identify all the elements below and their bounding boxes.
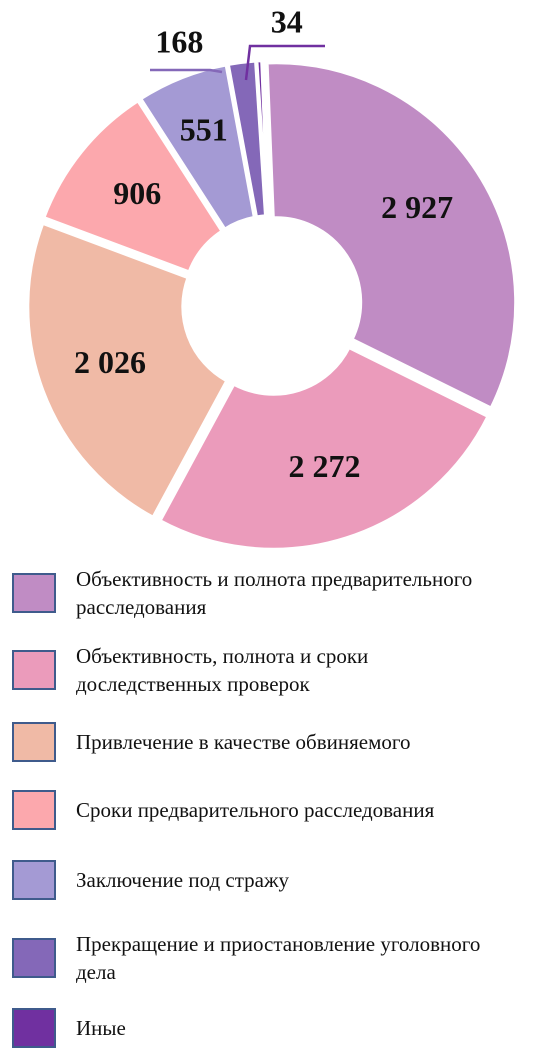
leader-line (150, 68, 223, 74)
legend-swatch (12, 1008, 56, 1048)
donut-segment (264, 60, 519, 412)
donut-segment (254, 58, 271, 219)
data-label: 906 (113, 175, 161, 211)
legend-item: Иные (12, 1008, 552, 1048)
legend-item: Привлечение в качестве обвиняемого (12, 722, 552, 762)
legend-item: Объективность и полнота предварительного… (12, 565, 486, 621)
data-label: 2 272 (288, 448, 360, 484)
legend-label: Объективность, полнота и сроки доследств… (76, 644, 369, 696)
data-label: 2 026 (74, 344, 146, 380)
legend-label: Объективность и полнота предварительного… (76, 567, 473, 619)
legend-swatch (12, 790, 56, 830)
chart: 2 927 2 272 2 026 906 551 168 34 (25, 3, 519, 552)
legend-item: Прекращение и приостановление уголовного… (12, 930, 496, 986)
legend-label: Иные (76, 1016, 126, 1040)
donut-segment (25, 220, 231, 521)
legend-swatch (12, 722, 56, 762)
legend-label: Сроки предварительного расследования (76, 798, 435, 822)
legend-item: Объективность, полнота и сроки доследств… (12, 642, 486, 698)
legend-label: Заключение под стражу (76, 868, 289, 892)
donut-segment (156, 344, 492, 552)
legend-label: Прекращение и приостановление уголовного… (76, 932, 481, 984)
legend-swatch (12, 860, 56, 900)
legend-label: Привлечение в качестве обвиняемого (76, 730, 411, 754)
legend-item: Сроки предварительного расследования (12, 790, 552, 830)
legend-swatch (12, 650, 56, 690)
legend-swatch (12, 938, 56, 978)
data-label: 2 927 (381, 189, 453, 225)
data-label: 168 (155, 23, 203, 59)
leader-line (244, 44, 325, 81)
data-label: 551 (180, 111, 228, 147)
data-label: 34 (271, 3, 303, 39)
legend-item: Заключение под стражу (12, 860, 552, 900)
donut-segment (40, 97, 226, 276)
legend-swatch (12, 573, 56, 613)
